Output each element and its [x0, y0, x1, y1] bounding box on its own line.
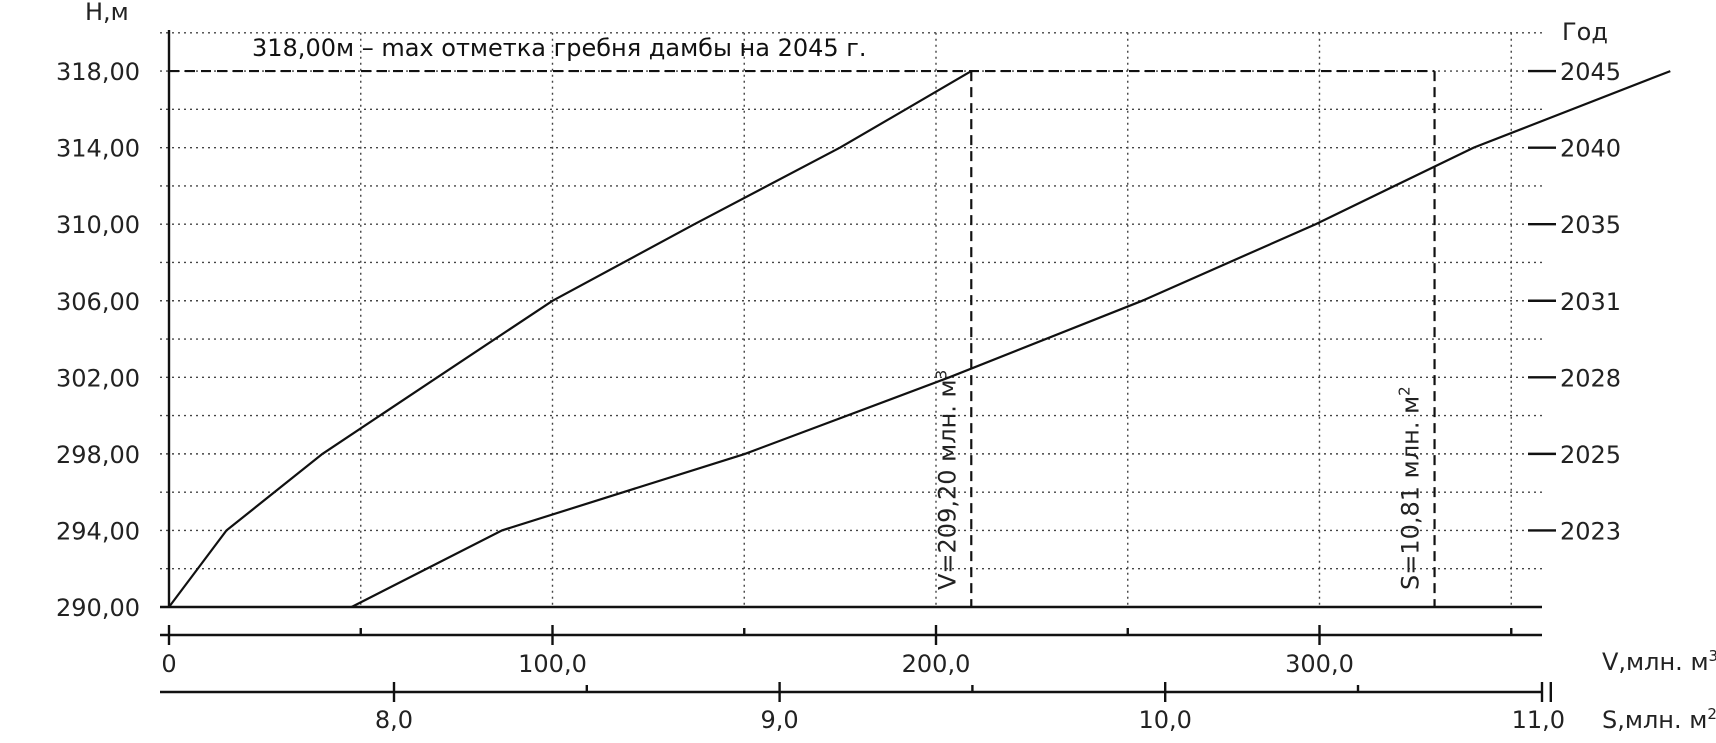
axes — [160, 30, 1556, 702]
y-tick-label: 306,00 — [56, 288, 140, 316]
labels: 290,00 294,00 298,00 302,00 306,00 310,00 314,… — [56, 0, 1716, 734]
v-result-label: V=209,20 млн. м3 — [932, 370, 961, 590]
s-tick-label: 9,0 — [761, 706, 799, 734]
y-tick-label: 294,00 — [56, 517, 140, 545]
crest-label: 318,00м – max отметка гребня дамбы на 20… — [252, 34, 867, 62]
guides — [169, 69, 1436, 607]
s-tick-label: 10,0 — [1138, 706, 1191, 734]
v-tick-label: 0 — [161, 650, 176, 678]
s-tick-label: 11,0 — [1512, 706, 1565, 734]
s-tick-label: 8,0 — [375, 706, 413, 734]
y2-tick-label: 2040 — [1560, 135, 1621, 163]
y-tick-label: 302,00 — [56, 364, 140, 392]
y2-tick-label: 2035 — [1560, 211, 1621, 239]
v-tick-label: 200,0 — [902, 650, 971, 678]
y2-axis-label: Год — [1562, 18, 1608, 46]
y2-tick-label: 2045 — [1560, 58, 1621, 86]
v-axis-label: V,млн. м3 — [1602, 647, 1716, 676]
y-tick-label: 318,00 — [56, 58, 140, 86]
y-axis-label: Н,м — [85, 0, 129, 26]
y2-tick-label: 2028 — [1560, 364, 1621, 392]
v-tick-label: 100,0 — [518, 650, 587, 678]
s-curve — [351, 70, 1671, 608]
s-axis-label: S,млн. м2 — [1602, 705, 1716, 734]
y-tick-label: 310,00 — [56, 211, 140, 239]
y-tick-label: 290,00 — [56, 594, 140, 622]
grid — [160, 32, 1542, 607]
y-tick-label: 298,00 — [56, 441, 140, 469]
v-curve — [168, 70, 972, 608]
v-tick-label: 300,0 — [1285, 650, 1354, 678]
y2-tick-label: 2023 — [1560, 517, 1621, 545]
curves — [168, 70, 1671, 608]
y2-tick-label: 2031 — [1560, 288, 1621, 316]
y2-tick-label: 2025 — [1560, 441, 1621, 469]
s-result-label: S=10,81 млн. м2 — [1396, 386, 1425, 590]
y-tick-label: 314,00 — [56, 135, 140, 163]
